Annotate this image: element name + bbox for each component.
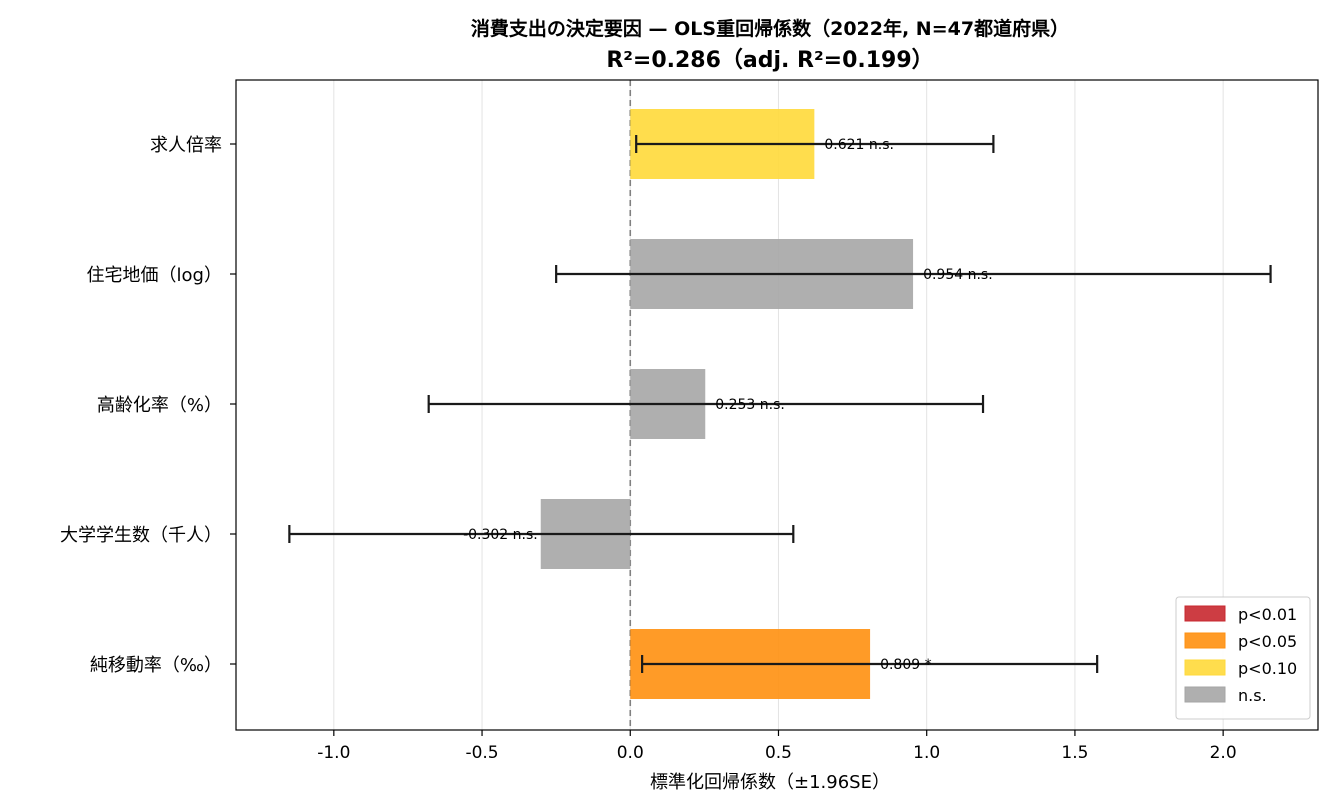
value-label: 0.621 n.s. [824, 137, 894, 153]
y-tick-label: 住宅地価（log） [87, 265, 222, 286]
x-tick-label: 1.5 [1061, 743, 1088, 763]
y-tick-label: 高齢化率（%） [97, 395, 222, 416]
legend: p<0.01 p<0.05 p<0.10 n.s. [1175, 596, 1311, 720]
legend-swatch [1184, 686, 1226, 703]
y-tick-label: 大学学生数（千人） [60, 525, 222, 546]
value-label: -0.302 n.s. [463, 527, 538, 543]
y-tick-label: 純移動率（‰） [90, 655, 222, 676]
x-tick-label: 1.0 [913, 743, 940, 763]
value-label: 0.253 n.s. [715, 397, 785, 413]
chart-title: 消費支出の決定要因 — OLS重回帰係数（2022年, N=47都道府県） [471, 17, 1069, 40]
value-labels: 0.621 n.s. 0.954 n.s. 0.253 n.s. -0.302 n.s… [463, 137, 993, 673]
plot-frame [235, 79, 1319, 731]
x-tick-label: -0.5 [465, 743, 498, 763]
error-bars [288, 135, 1272, 673]
value-label: 0.954 n.s. [923, 267, 993, 283]
legend-label: p<0.05 [1238, 632, 1297, 651]
x-ticks: -1.0 -0.5 0.0 0.5 1.0 1.5 2.0 [317, 730, 1237, 763]
value-label: 0.809 * [880, 657, 932, 673]
x-tick-label: 0.5 [765, 743, 792, 763]
chart-subtitle: R²=0.286（adj. R²=0.199） [606, 48, 933, 73]
legend-label: n.s. [1238, 686, 1267, 705]
legend-label: p<0.10 [1238, 659, 1297, 678]
legend-label: p<0.01 [1238, 605, 1297, 624]
x-tick-label: 0.0 [617, 743, 644, 763]
legend-swatch [1184, 659, 1226, 676]
legend-swatch [1184, 632, 1226, 649]
legend-swatch [1184, 605, 1226, 622]
x-tick-label: 2.0 [1210, 743, 1237, 763]
y-tick-label: 求人倍率 [150, 135, 222, 156]
x-tick-label: -1.0 [317, 743, 350, 763]
x-axis-label: 標準化回帰係数（±1.96SE） [650, 772, 890, 793]
